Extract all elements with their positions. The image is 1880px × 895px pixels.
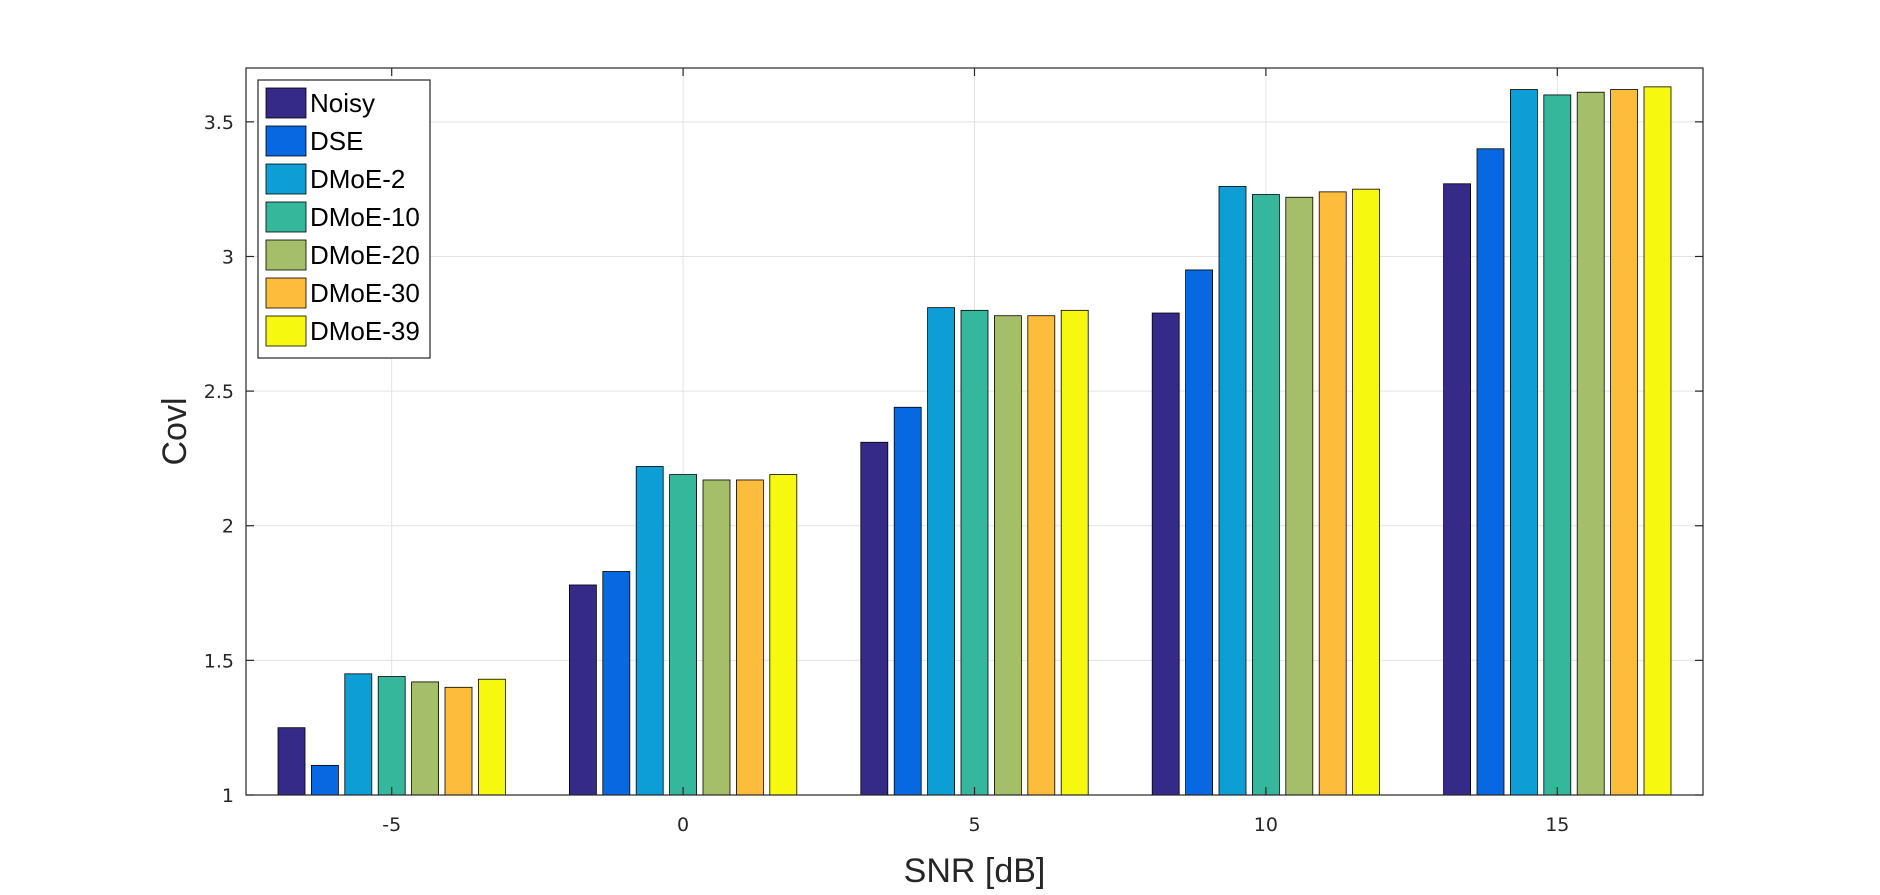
bar-dmoe-2-snr-15	[1510, 89, 1538, 796]
legend-swatch-dmoe-20	[265, 239, 307, 271]
bar-dmoe-10-snr-5	[960, 309, 989, 796]
bar-dmoe-30-snr-15	[1610, 89, 1638, 796]
bar-dmoe-20-snr-5	[994, 315, 1022, 796]
bar-dmoe-20-snr-0	[702, 479, 731, 796]
legend-label-dmoe-2: DMoE-2	[310, 164, 405, 194]
x-tick-label: 5	[968, 814, 980, 836]
y-tick-label: 2	[222, 516, 234, 538]
bar-dmoe-39-snr-5	[1060, 309, 1089, 796]
bar-dmoe-39-snr-10	[1352, 188, 1380, 796]
bar-dse-snr-0	[602, 571, 631, 796]
bar-dmoe-2-snr-10	[1218, 186, 1247, 796]
bar-dmoe-10-snr-0	[669, 474, 697, 796]
legend-swatch-dmoe-30	[265, 277, 307, 309]
legend-label-dmoe-10: DMoE-10	[310, 202, 420, 232]
bar-dse-snr-10	[1185, 269, 1213, 796]
bar-noisy-snr-15	[1443, 183, 1471, 796]
bar-dmoe-30-snr--5	[444, 686, 473, 796]
bar-dmoe-39-snr-0	[769, 474, 798, 796]
x-axis-label: SNR [dB]	[904, 852, 1046, 890]
legend-label-dmoe-39: DMoE-39	[310, 316, 420, 346]
bar-dse-snr--5	[310, 764, 339, 796]
bar-dmoe-30-snr-5	[1027, 315, 1056, 796]
bar-dmoe-20-snr-10	[1285, 196, 1314, 796]
y-tick-label: 3.5	[204, 112, 234, 134]
bar-dmoe-10-snr-10	[1252, 194, 1280, 796]
bar-dmoe-10-snr-15	[1543, 94, 1572, 796]
legend-label-noisy: Noisy	[310, 88, 375, 118]
y-tick-label: 2.5	[204, 381, 234, 403]
legend-swatch-dmoe-2	[265, 163, 307, 195]
axis-ticks: 1 1.5 2 2.5 3 3.5 -5 0 5 10 15	[204, 68, 1703, 836]
y-tick-label: 1	[222, 785, 234, 807]
bar-dmoe-2-snr-0	[635, 466, 664, 796]
bar-dse-snr-15	[1476, 148, 1505, 796]
legend-swatch-dse	[265, 125, 307, 157]
bar-noisy-snr--5	[277, 727, 306, 796]
x-tick-label: 10	[1254, 814, 1278, 836]
bar-dse-snr-5	[893, 406, 922, 796]
legend-label-dmoe-30: DMoE-30	[310, 278, 420, 308]
y-axis-label: Covl	[156, 397, 194, 465]
y-tick-label: 1.5	[204, 650, 234, 672]
bar-noisy-snr-5	[860, 441, 889, 796]
legend-label-dse: DSE	[310, 126, 363, 156]
legend-swatch-dmoe-39	[265, 315, 307, 347]
bar-dmoe-20-snr--5	[411, 681, 440, 796]
bar-dmoe-10-snr--5	[377, 676, 406, 796]
x-tick-label: -5	[382, 814, 401, 836]
bar-dmoe-39-snr--5	[477, 678, 506, 796]
legend: Noisy DSE DMoE-2 DMoE-10 DMoE-20 DMoE-30 DMoE-…	[257, 79, 431, 359]
legend-label-dmoe-20: DMoE-20	[310, 240, 420, 270]
legend-swatch-dmoe-10	[265, 201, 307, 233]
x-tick-label: 15	[1545, 814, 1569, 836]
bar-noisy-snr-10	[1151, 312, 1180, 796]
y-tick-label: 3	[222, 246, 234, 268]
bars-group	[277, 86, 1672, 796]
bar-dmoe-20-snr-15	[1576, 91, 1605, 796]
bar-dmoe-2-snr-5	[927, 307, 955, 796]
x-tick-label: 0	[677, 814, 689, 836]
bar-dmoe-2-snr--5	[344, 673, 373, 796]
bar-noisy-snr-0	[569, 584, 597, 796]
legend-swatch-noisy	[265, 87, 307, 119]
bar-dmoe-39-snr-15	[1643, 86, 1672, 796]
bar-dmoe-30-snr-10	[1318, 191, 1347, 796]
bar-dmoe-30-snr-0	[736, 479, 764, 796]
